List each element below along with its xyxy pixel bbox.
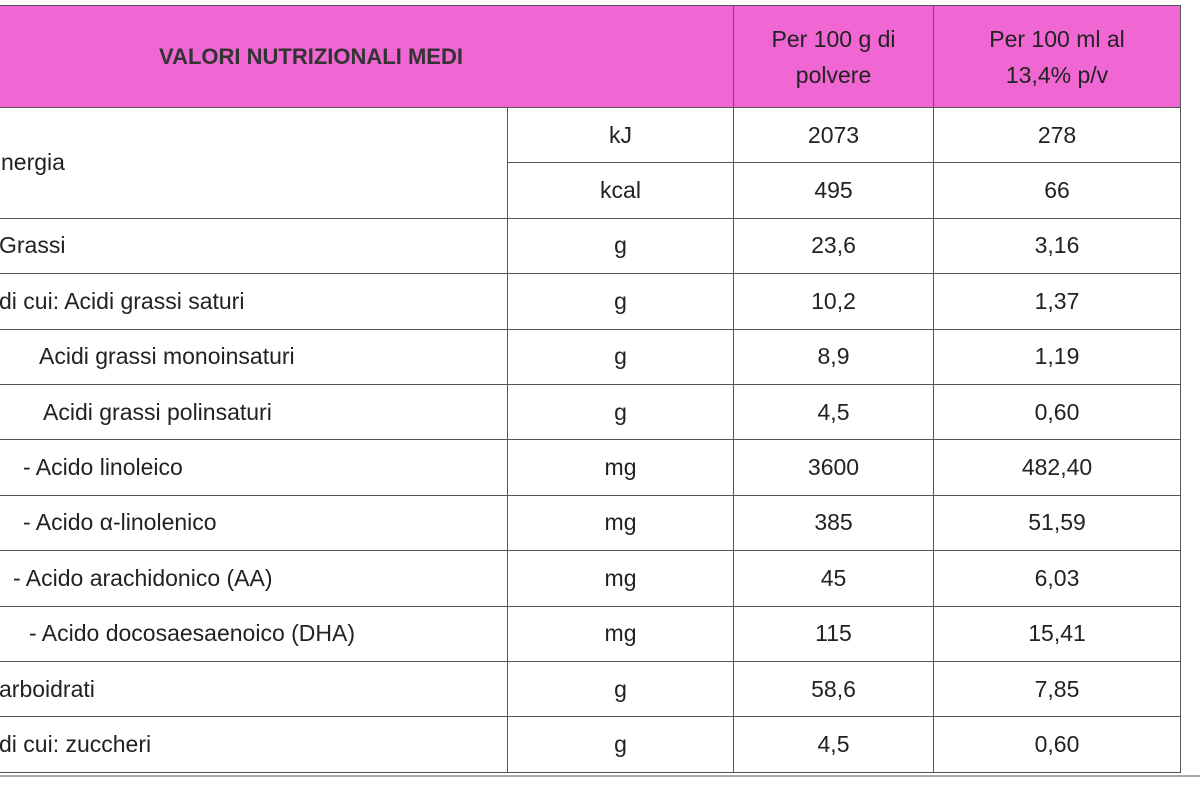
value-cell: 58,6: [733, 660, 935, 718]
value-cell: 385: [733, 494, 935, 552]
nutrient-label: - Acido docosaesaenoico (DHA): [0, 605, 508, 662]
unit-cell: mg: [506, 494, 735, 552]
table-row: arboidrati g 58,6 7,85: [0, 660, 1182, 718]
value-cell: 0,60: [933, 716, 1182, 773]
nutrient-label: arboidrati: [0, 660, 508, 718]
table-row: - Acido linoleico mg 3600 482,40: [0, 439, 1182, 496]
value-cell: 2073: [733, 106, 935, 164]
unit-cell: kcal: [506, 162, 735, 219]
unit-cell: kJ: [506, 106, 735, 164]
table-body: nergia kJ 2073 278 kcal 495 66 Grassi g 23,6 3,16 d…: [0, 106, 1182, 773]
value-cell: 0,60: [933, 383, 1182, 441]
value-cell: 482,40: [933, 439, 1182, 496]
table-row: - Acido arachidonico (AA) mg 45 6,03: [0, 550, 1182, 607]
header-title: VALORI NUTRIZIONALI MEDI: [0, 5, 735, 108]
bottom-border: [0, 775, 1200, 777]
value-cell: 15,41: [933, 605, 1182, 662]
unit-cell: g: [506, 217, 735, 275]
nutrient-label: di cui: Acidi grassi saturi: [0, 273, 508, 330]
header-row: VALORI NUTRIZIONALI MEDI Per 100 g di po…: [0, 5, 1182, 108]
nutrient-label: Grassi: [0, 217, 508, 275]
nutrient-label: nergia: [0, 107, 508, 219]
nutrition-table: VALORI NUTRIZIONALI MEDI Per 100 g di po…: [0, 5, 1182, 773]
unit-cell: g: [506, 328, 735, 385]
table-row: nergia kJ 2073 278: [0, 106, 1182, 219]
nutrient-label: Acidi grassi monoinsaturi: [0, 328, 508, 385]
value-cell: 4,5: [733, 716, 935, 773]
nutrient-label: - Acido linoleico: [0, 439, 508, 496]
table-row: - Acido α-linolenico mg 385 51,59: [0, 494, 1182, 552]
table-row: Acidi grassi monoinsaturi g 8,9 1,19: [0, 328, 1182, 385]
unit-cell: g: [506, 660, 735, 718]
unit-cell: mg: [506, 439, 735, 496]
value-cell: 45: [733, 550, 935, 607]
value-cell: 1,19: [933, 328, 1182, 385]
value-cell: 6,03: [933, 550, 1182, 607]
unit-cell: g: [506, 383, 735, 441]
value-cell: 3,16: [933, 217, 1182, 275]
table-row: Grassi g 23,6 3,16: [0, 217, 1182, 275]
value-cell: 115: [733, 605, 935, 662]
value-cell: 278: [933, 106, 1182, 164]
value-cell: 8,9: [733, 328, 935, 385]
value-cell: 23,6: [733, 217, 935, 275]
nutrient-label: - Acido α-linolenico: [0, 494, 508, 552]
nutrient-label: Acidi grassi polinsaturi: [0, 383, 508, 441]
table-row: di cui: Acidi grassi saturi g 10,2 1,37: [0, 273, 1182, 330]
value-cell: 10,2: [733, 273, 935, 330]
unit-cell: mg: [506, 550, 735, 607]
table-row: Acidi grassi polinsaturi g 4,5 0,60: [0, 383, 1182, 441]
table-row: kcal 495 66: [0, 162, 1182, 219]
value-cell: 4,5: [733, 383, 935, 441]
value-cell: 1,37: [933, 273, 1182, 330]
table-row: - Acido docosaesaenoico (DHA) mg 115 15,41: [0, 605, 1182, 662]
value-cell: 3600: [733, 439, 935, 496]
unit-cell: g: [506, 273, 735, 330]
nutrient-label: di cui: zuccheri: [0, 716, 508, 773]
unit-cell: g: [506, 716, 735, 773]
header-col: Per 100 g di polvere: [733, 5, 935, 108]
unit-cell: mg: [506, 605, 735, 662]
table-row: di cui: zuccheri g 4,5 0,60: [0, 716, 1182, 773]
value-cell: 51,59: [933, 494, 1182, 552]
header-col: Per 100 ml al 13,4% p/v: [933, 5, 1182, 108]
value-cell: 495: [733, 162, 935, 219]
nutrient-label: - Acido arachidonico (AA): [0, 550, 508, 607]
value-cell: 66: [933, 162, 1182, 219]
value-cell: 7,85: [933, 660, 1182, 718]
